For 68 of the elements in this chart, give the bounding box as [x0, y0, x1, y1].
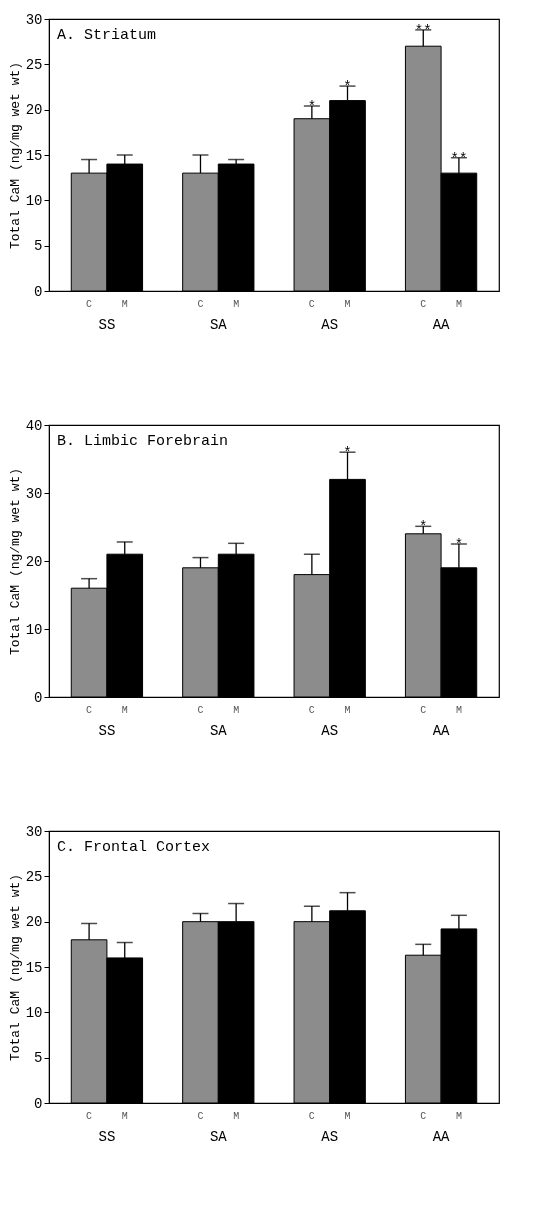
series-label: C	[86, 705, 93, 716]
x-tick-label: AS	[321, 722, 339, 739]
x-tick-label: SS	[98, 722, 116, 739]
text: A. Striatum	[57, 27, 157, 44]
y-tick-label: 10	[25, 1004, 43, 1021]
x-tick-label: SS	[98, 1128, 116, 1145]
annotation: **	[450, 150, 468, 167]
annotation: *	[454, 537, 464, 553]
x-tick-label: SS	[98, 316, 116, 333]
text: C	[197, 705, 204, 716]
y-tick-label: 30	[25, 11, 43, 28]
text: M	[455, 705, 462, 716]
series-label: M	[121, 299, 128, 310]
text: M	[455, 299, 462, 310]
y-tick-label: 25	[25, 56, 43, 73]
x-tick-label: AA	[432, 1128, 451, 1145]
y-tick-label: 40	[25, 417, 43, 434]
annotation: *	[343, 79, 352, 96]
text: C	[420, 299, 427, 310]
y-tick-label: 30	[25, 485, 43, 502]
y-tick-label: 15	[25, 147, 43, 164]
series-label: C	[86, 1111, 93, 1122]
y-tick-label: 20	[25, 102, 43, 119]
y-tick-label: 20	[25, 553, 43, 570]
y-tick-label: 30	[25, 823, 43, 840]
text: C	[197, 1111, 204, 1122]
x-tick-label: SA	[209, 316, 228, 333]
text: C	[420, 705, 427, 716]
series-label: M	[121, 1111, 128, 1122]
y-tick-label: 5	[34, 1050, 43, 1067]
x-tick-label: AS	[321, 316, 339, 333]
y-tick-label: 15	[25, 959, 43, 976]
y-tick-label: 0	[34, 689, 43, 706]
text: C	[308, 705, 315, 716]
text: C	[308, 299, 315, 310]
annotation: *	[307, 99, 317, 116]
x-tick-label: AA	[432, 722, 451, 739]
annotation: **	[414, 22, 432, 39]
text: C	[197, 299, 204, 310]
y-tick-label: 10	[25, 621, 43, 638]
text: M	[233, 1111, 240, 1122]
text: M	[455, 1111, 462, 1122]
y-tick-label: 5	[34, 238, 43, 255]
x-tick-label: SA	[209, 722, 228, 739]
annotation: *	[419, 519, 428, 536]
text: M	[233, 299, 240, 310]
series-label: C	[86, 299, 93, 310]
text: C. Frontal Cortex	[57, 839, 211, 856]
series-label: M	[121, 705, 128, 716]
y-tick-label: 0	[34, 1095, 43, 1112]
text: M	[344, 299, 351, 310]
text: M	[233, 705, 240, 716]
x-tick-label: AA	[432, 316, 451, 333]
text: B. Limbic Forebrain	[57, 433, 229, 450]
y-tick-label: 0	[34, 283, 43, 300]
x-tick-label: SA	[209, 1128, 228, 1145]
y-tick-label: 10	[25, 192, 43, 209]
text: C	[420, 1111, 427, 1122]
text: M	[344, 705, 351, 716]
annotation: *	[343, 445, 352, 462]
x-tick-label: AS	[321, 1128, 339, 1145]
y-tick-label: 25	[25, 868, 43, 885]
y-axis-title: Total CaM (ng/mg wet wt)	[7, 873, 23, 1062]
y-axis-title: Total CaM (ng/mg wet wt)	[7, 467, 23, 656]
y-axis-title: Total CaM (ng/mg wet wt)	[7, 61, 23, 250]
y-tick-label: 20	[25, 914, 43, 931]
text: C	[308, 1111, 315, 1122]
text: M	[344, 1111, 351, 1122]
